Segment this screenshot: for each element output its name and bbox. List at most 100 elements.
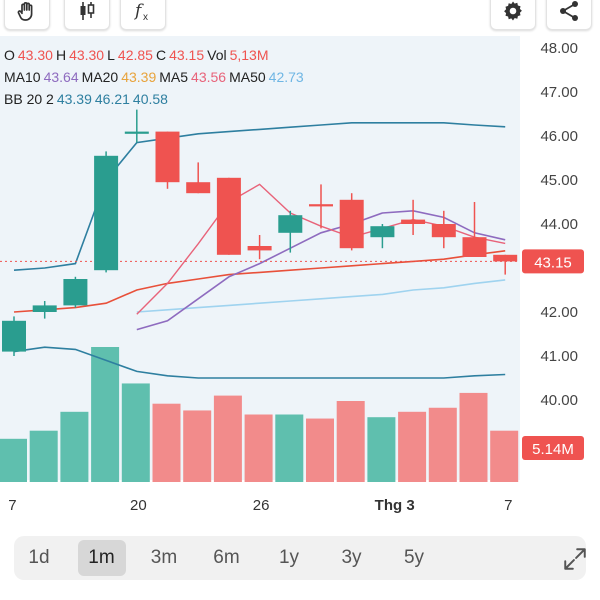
legend-value: 43.30 xyxy=(69,47,105,63)
candle-body xyxy=(431,224,456,238)
legend-value: 43.39 xyxy=(56,91,92,107)
candle-body xyxy=(462,237,487,257)
volume-bar xyxy=(275,414,304,482)
settings-button[interactable] xyxy=(490,0,536,30)
legend-value: 43.64 xyxy=(43,69,79,85)
chart-toolbar: f x xyxy=(0,0,600,32)
period-1d-button[interactable]: 1d xyxy=(28,547,50,568)
candle-body xyxy=(216,177,241,255)
period-3y-button[interactable]: 3y xyxy=(341,547,362,568)
share-icon xyxy=(560,1,578,21)
volume-bar xyxy=(121,383,150,482)
legend-value: 43.30 xyxy=(17,47,53,63)
period-1m-button[interactable]: 1m xyxy=(77,540,126,576)
y-tick-label: 41.00 xyxy=(540,348,578,365)
ma50-line xyxy=(136,279,506,313)
volume-bar xyxy=(213,395,242,482)
volume-bar xyxy=(398,411,427,482)
svg-text:f: f xyxy=(133,1,144,21)
volume-bar xyxy=(0,438,27,482)
y-tick-label: 46.00 xyxy=(540,128,578,145)
candle-body xyxy=(339,199,364,249)
bollinger-lower-line xyxy=(13,346,506,379)
candlestick-icon xyxy=(80,2,95,20)
candle-body xyxy=(247,246,272,251)
legend-label: BB 20 2 xyxy=(4,91,54,107)
x-tick-label: 20 xyxy=(130,497,147,514)
legend-label: L xyxy=(107,47,115,63)
candle-body xyxy=(309,204,333,207)
candle-body xyxy=(370,226,395,238)
svg-text:x: x xyxy=(143,12,148,23)
function-icon: f x xyxy=(133,1,148,23)
volume-bar xyxy=(152,403,181,482)
candle-body xyxy=(401,219,426,224)
candle-body xyxy=(2,320,26,352)
candle-body xyxy=(186,182,211,194)
legend-label: MA20 xyxy=(81,69,119,85)
candle-body xyxy=(493,254,518,262)
candle-body xyxy=(278,215,303,233)
period-selector: 1d 1m 3m 6m 1y 3y 5y xyxy=(14,536,586,580)
volume-bar xyxy=(183,410,212,482)
ma20-line xyxy=(13,250,506,313)
legend-label: Vol xyxy=(207,47,227,63)
y-tick-label: 45.00 xyxy=(540,172,578,189)
x-tick-label: 7 xyxy=(504,497,512,514)
candle-body xyxy=(63,279,88,306)
last-price-label: 43.15 xyxy=(534,254,572,271)
legend-value: 43.15 xyxy=(169,47,205,63)
indicator-button[interactable]: f x xyxy=(120,0,166,30)
period-3m-button[interactable]: 3m xyxy=(150,547,178,568)
legend-value: 5,13M xyxy=(229,47,269,63)
y-tick-label: 48.00 xyxy=(540,40,578,57)
legend-label: O xyxy=(4,47,15,63)
candle-body xyxy=(155,131,180,183)
legend-label: C xyxy=(155,47,167,63)
expand-icon[interactable] xyxy=(562,546,588,572)
ma-legend: MA10 43.64 MA20 43.39 MA5 43.56 MA50 42.73 xyxy=(4,69,307,85)
x-tick-label: 26 xyxy=(253,497,270,514)
gear-icon xyxy=(504,1,522,21)
legend-label: MA5 xyxy=(159,69,189,85)
volume-bar xyxy=(29,430,58,482)
candle-body xyxy=(94,155,119,271)
volume-bar xyxy=(91,347,120,482)
y-tick-label: 44.00 xyxy=(540,216,578,233)
x-tick-label: 7 xyxy=(8,497,16,514)
bb-legend: BB 20 2 43.39 46.21 40.58 xyxy=(4,91,171,107)
candle-body xyxy=(124,131,149,134)
volume-bar xyxy=(306,418,334,482)
period-6m-button[interactable]: 6m xyxy=(213,547,240,568)
chart-type-button[interactable] xyxy=(64,0,110,30)
x-tick-label: Thg 3 xyxy=(375,497,415,514)
volume-bar xyxy=(367,417,396,482)
legend-label: H xyxy=(55,47,67,63)
volume-bar xyxy=(459,392,488,482)
volume-bar xyxy=(428,407,457,482)
legend-label: MA10 xyxy=(4,69,41,85)
volume-bar xyxy=(336,401,365,482)
legend-value: 42.73 xyxy=(268,69,304,85)
volume-bar xyxy=(490,430,519,482)
candle-body xyxy=(32,305,57,312)
hand-tool-button[interactable] xyxy=(4,0,50,30)
last-price-tag xyxy=(522,249,584,274)
last-volume-label: 5.14M xyxy=(532,441,574,458)
y-tick-label: 42.00 xyxy=(540,304,578,321)
legend-value: 43.56 xyxy=(191,69,227,85)
last-volume-tag xyxy=(522,436,584,460)
share-button[interactable] xyxy=(546,0,592,30)
legend-value: 40.58 xyxy=(132,91,168,107)
y-tick-label: 47.00 xyxy=(540,84,578,101)
legend-value: 46.21 xyxy=(94,91,130,107)
legend-value: 43.39 xyxy=(121,69,157,85)
volume-bar xyxy=(60,411,89,482)
legend-value: 42.85 xyxy=(117,47,153,63)
legend-label: MA50 xyxy=(229,69,266,85)
period-1y-button[interactable]: 1y xyxy=(278,547,300,568)
volume-bar xyxy=(244,414,273,482)
period-5y-button[interactable]: 5y xyxy=(403,547,425,568)
hand-icon xyxy=(17,2,33,21)
